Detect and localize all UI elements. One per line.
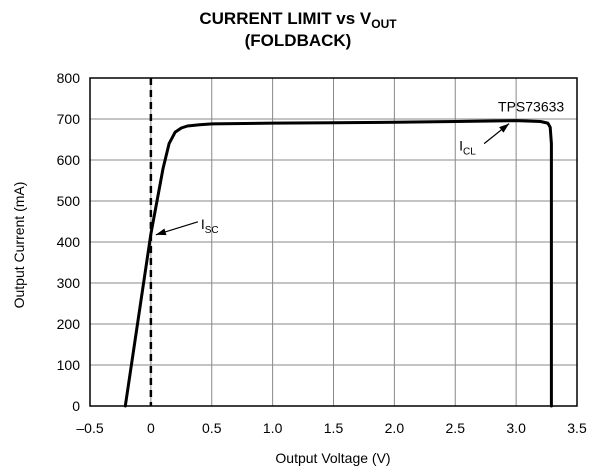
y-tick-label: 600 bbox=[57, 152, 81, 168]
icl-label-subscript: CL bbox=[463, 147, 476, 158]
series-line-tps73633 bbox=[123, 119, 553, 408]
isc-label-main: I bbox=[201, 216, 205, 232]
y-tick-label: 400 bbox=[57, 234, 81, 250]
y-tick-label: 200 bbox=[57, 316, 81, 332]
x-tick-label: 3.5 bbox=[567, 420, 587, 436]
plot-area-frame bbox=[89, 77, 578, 407]
chart-title-main: CURRENT LIMIT vs V bbox=[199, 9, 372, 28]
y-tick-label: 800 bbox=[57, 70, 81, 86]
icl-label-main: I bbox=[459, 138, 463, 154]
x-tick-label: 2.5 bbox=[446, 420, 466, 436]
x-tick-label: 1.5 bbox=[324, 420, 344, 436]
icl-annotation: ICL bbox=[459, 123, 510, 158]
isc-arrow-head bbox=[155, 228, 167, 236]
chart-title-line1: CURRENT LIMIT vs VOUT bbox=[199, 9, 397, 31]
x-tick-labels: –0.5 0 0.5 1.0 1.5 2.0 2.5 3.0 3.5 bbox=[76, 420, 587, 436]
y-tick-label: 700 bbox=[57, 111, 81, 127]
y-axis-label: Output Current (mA) bbox=[11, 182, 27, 309]
isc-label-subscript: SC bbox=[205, 225, 219, 236]
isc-annotation: ISC bbox=[155, 216, 219, 236]
x-tick-label: 1.0 bbox=[263, 420, 283, 436]
x-axis-label: Output Voltage (V) bbox=[275, 450, 390, 466]
icl-arrow-head bbox=[499, 123, 510, 133]
x-tick-label: 3.0 bbox=[506, 420, 526, 436]
y-tick-label: 500 bbox=[57, 193, 81, 209]
series-label-tps73633: TPS73633 bbox=[498, 99, 564, 115]
x-tick-label: 0 bbox=[147, 420, 155, 436]
chart-title-subscript: OUT bbox=[371, 17, 397, 31]
y-tick-labels: 0 100 200 300 400 500 600 700 800 bbox=[57, 70, 81, 414]
isc-label: ISC bbox=[201, 216, 219, 236]
y-tick-label: 0 bbox=[72, 398, 80, 414]
grid-lines bbox=[90, 78, 577, 406]
x-tick-label: 0.5 bbox=[202, 420, 222, 436]
y-tick-label: 100 bbox=[57, 357, 81, 373]
y-tick-label: 300 bbox=[57, 275, 81, 291]
x-tick-label: –0.5 bbox=[76, 420, 103, 436]
x-tick-label: 2.0 bbox=[385, 420, 405, 436]
chart-title-line2: (FOLDBACK) bbox=[245, 31, 352, 50]
icl-label: ICL bbox=[459, 138, 476, 158]
